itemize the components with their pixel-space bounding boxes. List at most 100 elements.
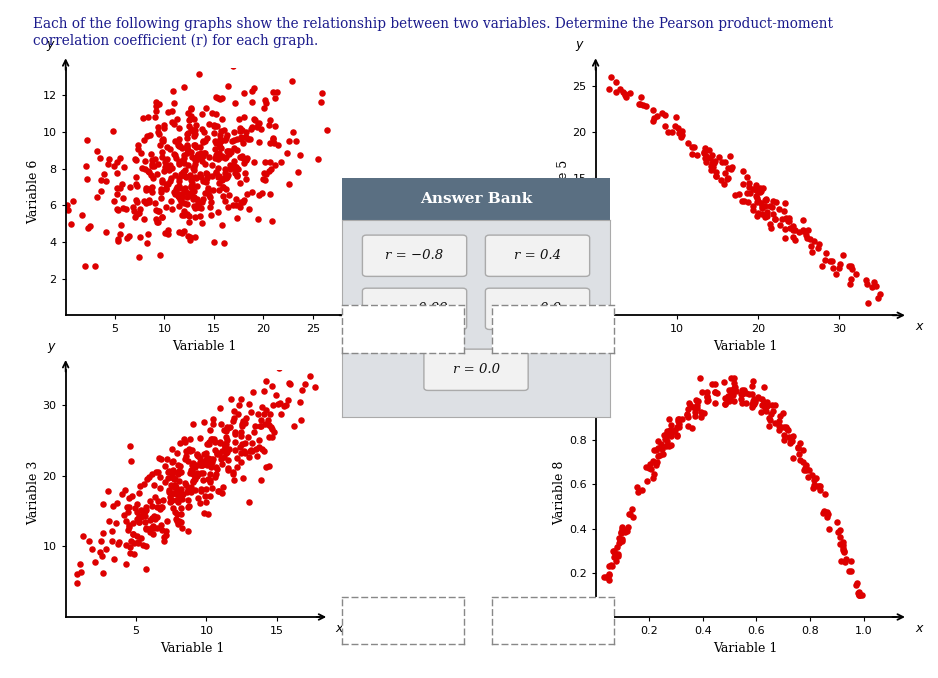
Point xyxy=(204,210,219,220)
Point xyxy=(137,214,152,224)
Point xyxy=(735,397,750,408)
Point xyxy=(187,140,202,151)
Point xyxy=(229,452,244,463)
Point xyxy=(150,496,165,506)
Point xyxy=(147,514,162,525)
Point xyxy=(230,409,245,420)
Point xyxy=(189,141,204,152)
Point xyxy=(811,239,826,250)
Point xyxy=(659,441,674,452)
Point xyxy=(145,521,160,532)
Point xyxy=(138,163,153,174)
Point xyxy=(148,467,163,478)
Point xyxy=(764,201,779,212)
Point xyxy=(265,133,280,144)
Point xyxy=(92,153,107,163)
Point xyxy=(796,464,811,475)
Point xyxy=(174,170,189,180)
Point xyxy=(160,161,175,172)
Point xyxy=(685,149,700,160)
Point xyxy=(187,114,202,125)
Point xyxy=(221,201,236,212)
Point xyxy=(98,176,113,186)
Point xyxy=(613,536,628,546)
Point xyxy=(121,493,136,504)
Point xyxy=(109,517,124,528)
Point xyxy=(755,209,770,220)
Point xyxy=(187,202,202,213)
Point xyxy=(709,171,724,182)
Point xyxy=(241,134,256,144)
Point xyxy=(181,502,196,513)
Point xyxy=(138,563,153,574)
Point xyxy=(265,132,280,143)
Point xyxy=(244,123,259,134)
Point xyxy=(174,210,189,221)
Point xyxy=(139,182,154,193)
Point xyxy=(200,453,215,464)
Point xyxy=(188,159,203,170)
Point xyxy=(598,572,613,582)
Point xyxy=(188,155,203,165)
Point xyxy=(211,172,226,183)
Point xyxy=(185,152,200,163)
Point xyxy=(183,182,198,193)
Point xyxy=(650,435,665,446)
Point xyxy=(150,159,165,170)
Point xyxy=(144,160,159,171)
Point xyxy=(105,525,120,536)
Point xyxy=(217,424,232,435)
Point xyxy=(179,445,194,456)
Point xyxy=(150,511,165,522)
Point xyxy=(833,258,848,269)
Point xyxy=(749,185,764,196)
Point xyxy=(226,135,241,146)
Text: $x$: $x$ xyxy=(360,320,371,333)
Point xyxy=(281,179,296,190)
Point xyxy=(253,475,268,485)
Point xyxy=(73,566,88,577)
Point xyxy=(171,172,186,183)
Point xyxy=(257,174,272,185)
Point xyxy=(129,506,144,517)
Point xyxy=(755,394,770,405)
Point xyxy=(174,188,189,199)
Point xyxy=(79,174,94,184)
Point xyxy=(784,432,799,443)
Point xyxy=(790,443,805,454)
Point xyxy=(667,120,682,131)
Point xyxy=(271,362,286,373)
Point xyxy=(138,155,153,166)
Point xyxy=(786,224,801,235)
Point xyxy=(166,98,181,108)
Point xyxy=(734,195,749,206)
Point xyxy=(81,223,96,234)
Point xyxy=(267,120,282,131)
Point xyxy=(744,380,759,391)
Point xyxy=(213,151,228,162)
Point xyxy=(743,187,758,198)
Point xyxy=(72,559,87,570)
Point xyxy=(749,191,764,201)
Point xyxy=(174,227,189,238)
Point xyxy=(151,128,166,139)
Point xyxy=(110,204,125,215)
Point xyxy=(680,408,695,419)
Point xyxy=(189,460,204,471)
Point xyxy=(161,466,176,477)
Point xyxy=(228,168,243,179)
Point xyxy=(174,509,189,520)
Point xyxy=(61,205,76,216)
Point xyxy=(671,416,686,426)
Point xyxy=(655,448,670,459)
Point xyxy=(159,525,174,536)
Point xyxy=(852,589,867,600)
Point xyxy=(227,412,242,423)
Point xyxy=(217,451,232,462)
Point xyxy=(174,191,189,202)
Point xyxy=(220,455,235,466)
Point xyxy=(204,197,219,207)
Point xyxy=(96,568,111,579)
Point xyxy=(744,402,759,413)
Point xyxy=(88,557,103,568)
